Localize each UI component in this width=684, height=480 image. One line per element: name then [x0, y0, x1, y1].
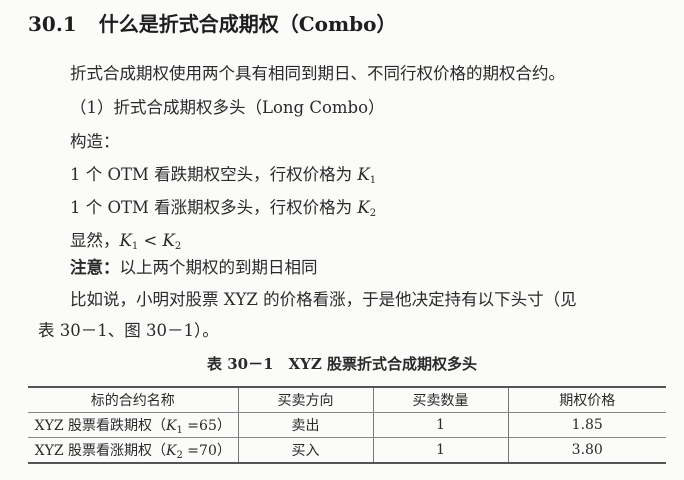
price: 3.80 [507, 437, 666, 464]
intro-paragraph: 折式合成期权使用两个具有相同到期日、不同行权价格的期权合约。 [70, 64, 565, 83]
var: K [119, 231, 132, 250]
header-cell: 期权价格 [507, 386, 666, 413]
table-row: XYZ 股票看跌期权（K1 =65） 卖出 1 1.85 [28, 412, 666, 438]
note-text: 以上两个期权的到期日相同 [119, 258, 318, 277]
text: XYZ 股票看涨期权（ [34, 442, 167, 459]
leg-text: 1 个 OTM 看跌期权空头，行权价格为 [70, 165, 358, 184]
direction: 买入 [237, 437, 373, 464]
section-title: 什么是折式合成期权（Combo） [98, 12, 397, 36]
subscript: 1 [369, 175, 377, 186]
text: 显然， [70, 231, 120, 250]
var: K [357, 165, 370, 184]
header-cell: 标的合约名称 [28, 386, 238, 413]
example-line-2: 表 30－1、图 30－1）。 [38, 321, 219, 340]
leg-1: 1 个 OTM 看跌期权空头，行权价格为 K1 [70, 161, 376, 186]
var: K [357, 198, 370, 217]
direction: 卖出 [237, 412, 373, 438]
quantity: 1 [372, 437, 508, 464]
construct-label: 构造： [70, 132, 120, 151]
subscript: 1 [176, 424, 183, 436]
subscript: 2 [176, 449, 183, 461]
example-line-1: 比如说，小明对股票 XYZ 的价格看涨，于是他决定持有以下头寸（见 [70, 290, 577, 309]
table-row: XYZ 股票看涨期权（K2 =70） 买入 1 3.80 [28, 437, 666, 464]
text: =65） [182, 417, 231, 434]
subscript: 2 [369, 208, 377, 219]
quantity: 1 [372, 412, 508, 438]
inequality-line: 显然，K1 < K2 [70, 227, 181, 252]
subscript: 1 [131, 241, 139, 252]
note-label: 注意： [70, 258, 120, 277]
section-heading: 30.1 什么是折式合成期权（Combo） [28, 8, 396, 37]
operator: < [138, 231, 163, 250]
var: K [162, 231, 175, 250]
section-number: 30.1 [28, 12, 77, 36]
table-header-row: 标的合约名称 买卖方向 买卖数量 期权价格 [28, 386, 666, 413]
subscript: 2 [174, 241, 182, 252]
var: K [166, 417, 177, 434]
var: K [166, 442, 177, 459]
positions-table: 标的合约名称 买卖方向 买卖数量 期权价格 XYZ 股票看跌期权（K1 =65）… [28, 386, 666, 464]
contract-name: XYZ 股票看跌期权（K1 =65） [28, 412, 238, 438]
price: 1.85 [507, 412, 666, 438]
sub-heading: （1）折式合成期权多头（Long Combo） [70, 98, 385, 117]
table-caption: 表 30－1 XYZ 股票折式合成期权多头 [206, 355, 478, 373]
header-cell: 买卖方向 [237, 386, 373, 413]
contract-name: XYZ 股票看涨期权（K2 =70） [28, 437, 238, 464]
leg-text: 1 个 OTM 看涨期权多头，行权价格为 [70, 198, 358, 217]
text: XYZ 股票看跌期权（ [34, 417, 167, 434]
leg-2: 1 个 OTM 看涨期权多头，行权价格为 K2 [70, 194, 376, 219]
text: =70） [182, 442, 231, 459]
header-cell: 买卖数量 [372, 386, 508, 413]
note-line: 注意：以上两个期权的到期日相同 [70, 254, 318, 278]
